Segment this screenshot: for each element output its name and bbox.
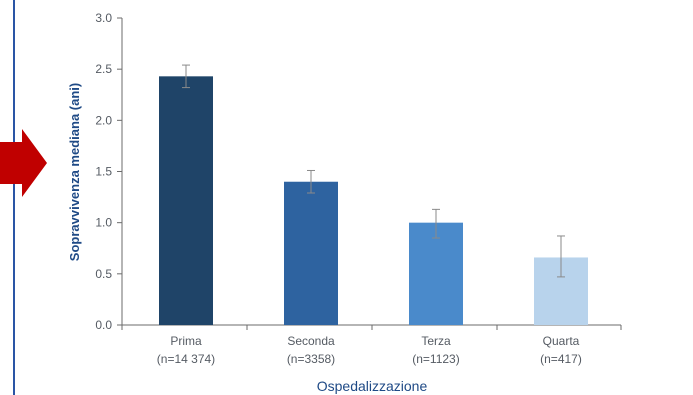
y-tick-label: 1.5 bbox=[95, 165, 112, 179]
category-label: Terza bbox=[421, 334, 451, 348]
category-count-label: (n=1123) bbox=[412, 352, 459, 366]
category-count-label: (n=3358) bbox=[287, 352, 335, 366]
y-tick-label: 0.5 bbox=[95, 267, 112, 281]
category-label: Seconda bbox=[287, 334, 335, 348]
x-axis-label: Ospedalizzazione bbox=[317, 378, 428, 394]
category-count-label: (n=417) bbox=[540, 352, 582, 366]
y-tick-label: 0.0 bbox=[95, 318, 112, 332]
category-label: Prima bbox=[170, 334, 202, 348]
y-tick-label: 3.0 bbox=[95, 11, 112, 25]
y-axis-label: Sopravvivenza mediana (ani) bbox=[67, 83, 82, 261]
y-tick-label: 2.5 bbox=[95, 62, 112, 76]
y-tick-label: 1.0 bbox=[95, 216, 112, 230]
category-labels: Prima (n=14 374) Seconda (n=3358) Terza (n=11… bbox=[157, 334, 582, 366]
y-tick-label: 2.0 bbox=[95, 113, 112, 127]
bar bbox=[159, 76, 213, 325]
y-axis: 0.0 0.5 1.0 1.5 2.0 2.5 3.0 bbox=[95, 11, 123, 332]
category-count-label: (n=14 374) bbox=[157, 352, 215, 366]
x-axis bbox=[121, 324, 622, 330]
category-label: Quarta bbox=[543, 334, 580, 348]
bar bbox=[284, 181, 338, 325]
bars bbox=[159, 76, 588, 325]
bar bbox=[409, 222, 463, 325]
right-arrow-icon bbox=[0, 129, 47, 197]
error-bars bbox=[182, 64, 565, 278]
